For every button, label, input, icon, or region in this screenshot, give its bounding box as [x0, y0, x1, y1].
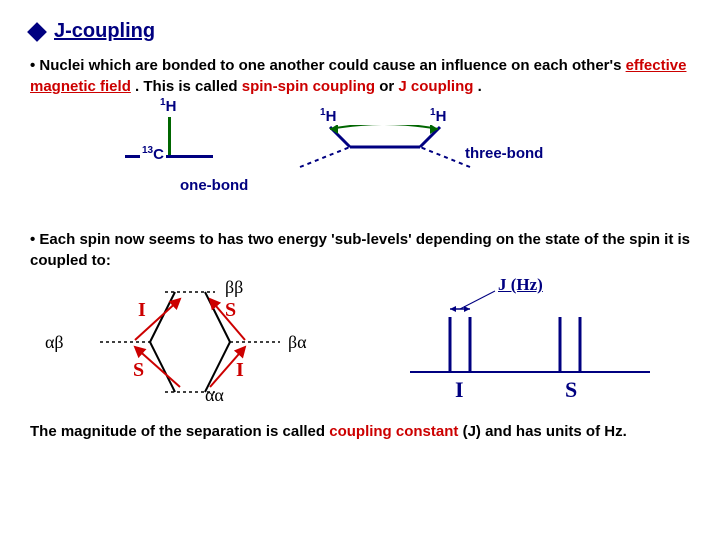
bullet-diamond: [27, 22, 47, 42]
iso-13c: 13C: [140, 145, 166, 163]
label-I-top: I: [138, 299, 146, 322]
p1-text-a: Nuclei which are bonded to one another c…: [39, 57, 625, 74]
iso-1h-a: 1H: [160, 97, 176, 115]
p1-red1: spin-spin coupling: [242, 78, 375, 95]
spectrum-I: I: [455, 377, 464, 403]
spectrum-svg: [400, 277, 660, 397]
bond-diagrams: 1H 13C one-bond 1H 1H three-bond: [30, 97, 690, 217]
p1-text-d: .: [478, 78, 482, 95]
iso-1h-c: 1H: [430, 107, 446, 125]
label-jhz: J (Hz): [498, 275, 543, 295]
energy-hexagon: [60, 277, 320, 407]
iso-1h-b: 1H: [320, 107, 336, 125]
label-aa: αα: [205, 385, 224, 406]
three-bond-label: three-bond: [465, 145, 543, 162]
bullet-dot: •: [30, 57, 39, 74]
bullet-dot-2: •: [30, 231, 39, 248]
paragraph-3: The magnitude of the separation is calle…: [30, 421, 690, 442]
spectrum-S: S: [565, 377, 577, 403]
p3-text-b: (J) and has units of Hz.: [463, 423, 627, 440]
label-ba: βα: [288, 332, 307, 353]
paragraph-2: • Each spin now seems to has two energy …: [30, 229, 690, 271]
label-S-top: S: [225, 299, 236, 322]
label-I-bot: I: [236, 359, 244, 382]
p2-text: Each spin now seems to has two energy 's…: [30, 231, 690, 269]
label-S-bot: S: [133, 359, 144, 382]
paragraph-1: • Nuclei which are bonded to one another…: [30, 55, 690, 97]
p1-red2: J coupling: [398, 78, 473, 95]
energy-and-spectrum: αβ βα ββ αα I S S I J (Hz) I S: [30, 277, 690, 417]
one-bond-vline: [168, 117, 171, 157]
one-bond-hline: [125, 155, 213, 158]
p3-red: coupling constant: [329, 423, 458, 440]
one-bond-label: one-bond: [180, 177, 248, 194]
section-title: J-coupling: [54, 20, 155, 43]
p1-text-b: . This is called: [135, 78, 242, 95]
label-ab: αβ: [45, 332, 64, 353]
p1-text-c: or: [379, 78, 398, 95]
p3-text-a: The magnitude of the separation is calle…: [30, 423, 329, 440]
label-bb: ββ: [225, 277, 243, 298]
